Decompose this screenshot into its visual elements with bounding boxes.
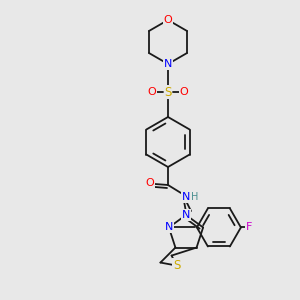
Text: S: S (173, 259, 180, 272)
Text: H: H (191, 192, 199, 202)
Text: O: O (146, 178, 154, 188)
Text: N: N (165, 222, 173, 233)
Text: N: N (182, 210, 190, 220)
Text: O: O (164, 15, 172, 25)
Text: N: N (164, 59, 172, 69)
Text: N: N (182, 192, 190, 202)
Text: F: F (246, 222, 252, 233)
Text: O: O (180, 87, 188, 97)
Text: O: O (148, 87, 156, 97)
Text: S: S (164, 85, 172, 98)
